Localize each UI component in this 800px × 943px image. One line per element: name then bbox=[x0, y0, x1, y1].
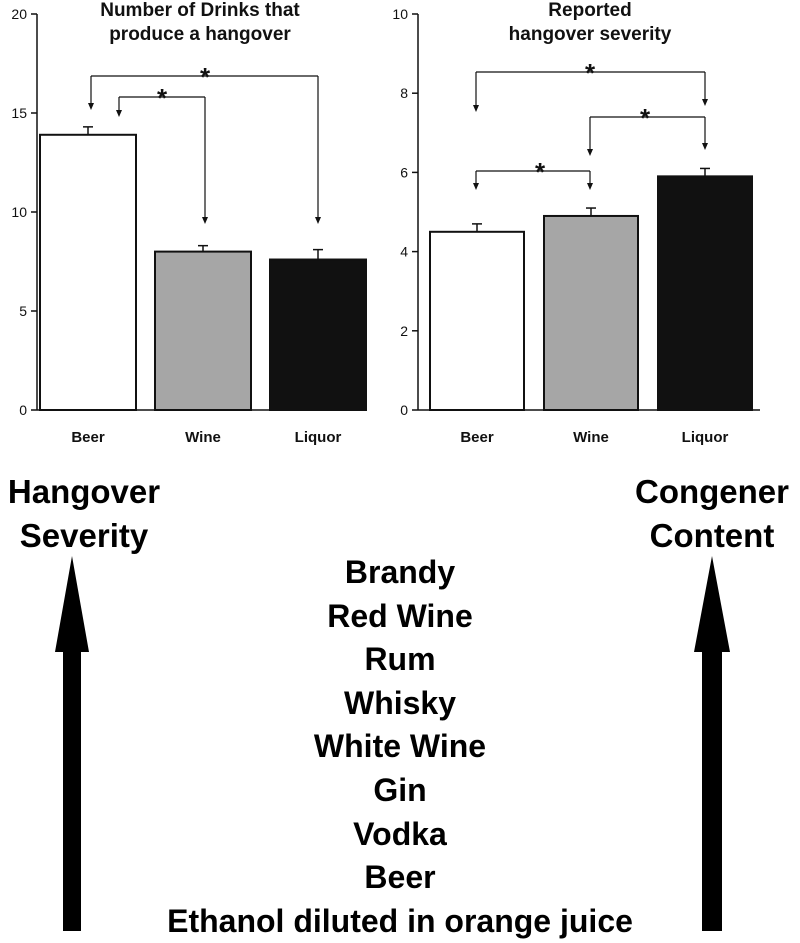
chart1-sig-arrow-icon bbox=[202, 217, 208, 224]
chart1-y-tick-label: 20 bbox=[11, 6, 27, 22]
chart2-x-tick-label: Wine bbox=[573, 429, 609, 446]
chart2-sig-arrow-icon bbox=[473, 105, 479, 112]
chart2-y-tick-label: 2 bbox=[400, 323, 408, 339]
chart1-bar-beer bbox=[39, 133, 137, 411]
bar-charts: 0 5 10 15 20 Beer Wine Liquor * * 0 2 4 6 8 10 Beer Wine L… bbox=[11, 6, 760, 446]
chart1-sig-star: * bbox=[200, 62, 211, 92]
chart1-x-tick-label: Wine bbox=[185, 429, 221, 446]
beverage-item: Red Wine bbox=[327, 597, 473, 634]
congener-content-arrow-icon bbox=[694, 556, 730, 931]
chart2-sig-arrow-icon bbox=[473, 183, 479, 190]
beverage-list: Brandy Red Wine Rum Whisky White Wine Gi… bbox=[100, 551, 700, 943]
chart1-sig-arrow-icon bbox=[88, 103, 94, 110]
chart1-sig-arrow-icon bbox=[116, 110, 122, 117]
chart1-bar-wine bbox=[154, 250, 252, 411]
beverage-item: Whisky bbox=[343, 684, 457, 721]
chart2-x-tick-label: Liquor bbox=[682, 429, 729, 446]
chart2-y-tick-label: 6 bbox=[400, 164, 408, 180]
hangover-severity-label: Hangover Severity bbox=[7, 473, 161, 554]
chart2-sig-arrow-icon bbox=[702, 99, 708, 106]
chart2-x-tick-label: Beer bbox=[460, 429, 494, 446]
chart1-sig-arrow-icon bbox=[315, 217, 321, 224]
chart1-y-tick-label: 10 bbox=[11, 204, 27, 220]
chart2-bar-liquor bbox=[657, 175, 753, 411]
chart1-y-tick-label: 15 bbox=[11, 105, 27, 121]
chart2-sig-arrow-icon bbox=[587, 149, 593, 156]
hangover-severity-arrow-icon bbox=[55, 556, 89, 931]
beverage-item: Rum bbox=[364, 641, 436, 678]
chart2-sig-arrow-icon bbox=[587, 183, 593, 190]
chart2-y-tick-label: 10 bbox=[392, 6, 408, 22]
chart1-y-tick-label: 0 bbox=[19, 402, 27, 418]
chart2-y-tick-label: 4 bbox=[400, 244, 408, 260]
chart1-x-tick-label: Beer bbox=[71, 429, 105, 446]
chart1-sig-star: * bbox=[157, 83, 168, 113]
beverage-item: Gin bbox=[373, 771, 427, 808]
chart2-y-tick-label: 0 bbox=[400, 402, 408, 418]
chart1-y-tick-label: 5 bbox=[19, 303, 27, 319]
chart1-x-tick-label: Liquor bbox=[295, 429, 342, 446]
congener-content-label: Congener Content bbox=[634, 473, 789, 554]
chart1-bar-liquor bbox=[269, 258, 367, 411]
beverage-item: Brandy bbox=[344, 554, 456, 590]
chart2-bar-wine bbox=[543, 214, 639, 411]
chart2-sig-arrow-icon bbox=[702, 143, 708, 150]
chart2-y-tick-label: 8 bbox=[400, 85, 408, 101]
beverage-item: Ethanol diluted in orange juice bbox=[167, 902, 633, 939]
chart2-sig-star: * bbox=[640, 103, 651, 133]
chart2-sig-star: * bbox=[585, 58, 596, 88]
chart2-title: Reported hangover severity bbox=[508, 0, 672, 45]
chart2-sig-star: * bbox=[535, 157, 546, 187]
beverage-item: Beer bbox=[364, 859, 436, 896]
beverage-item: Vodka bbox=[353, 815, 447, 852]
chart2-bar-beer bbox=[429, 230, 525, 411]
beverage-item: White Wine bbox=[313, 728, 487, 765]
chart1-title: Number of Drinks that produce a hangover bbox=[100, 0, 300, 45]
